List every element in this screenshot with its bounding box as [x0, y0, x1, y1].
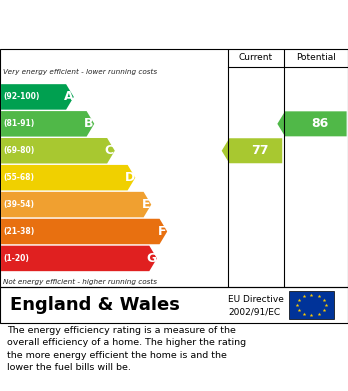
Text: G: G: [147, 252, 157, 265]
Bar: [289, 291, 334, 319]
Polygon shape: [1, 111, 94, 136]
Text: 77: 77: [251, 144, 269, 157]
Text: (21-38): (21-38): [4, 227, 35, 236]
Polygon shape: [1, 246, 157, 271]
Text: Not energy efficient - higher running costs: Not energy efficient - higher running co…: [3, 279, 157, 285]
Polygon shape: [1, 84, 74, 109]
Text: Current: Current: [239, 53, 273, 62]
Text: (69-80): (69-80): [4, 146, 35, 155]
Text: 86: 86: [311, 117, 329, 130]
Polygon shape: [222, 138, 282, 163]
Text: (1-20): (1-20): [4, 254, 30, 263]
Text: A: A: [64, 90, 73, 103]
Text: B: B: [84, 117, 94, 130]
Text: (55-68): (55-68): [4, 173, 35, 182]
Text: The energy efficiency rating is a measure of the
overall efficiency of a home. T: The energy efficiency rating is a measur…: [7, 326, 246, 373]
Text: (39-54): (39-54): [4, 200, 35, 209]
Text: E: E: [142, 198, 150, 211]
Text: EU Directive: EU Directive: [228, 295, 284, 304]
Text: England & Wales: England & Wales: [10, 296, 180, 314]
Text: Energy Efficiency Rating: Energy Efficiency Rating: [9, 17, 230, 32]
Text: F: F: [158, 225, 166, 238]
Polygon shape: [1, 192, 151, 217]
Text: 2002/91/EC: 2002/91/EC: [228, 307, 280, 317]
Polygon shape: [277, 111, 347, 136]
Text: Very energy efficient - lower running costs: Very energy efficient - lower running co…: [3, 69, 157, 75]
Polygon shape: [1, 165, 135, 190]
Text: D: D: [125, 171, 135, 184]
Polygon shape: [1, 138, 115, 163]
Text: Potential: Potential: [296, 53, 336, 62]
Text: C: C: [105, 144, 114, 157]
Text: (81-91): (81-91): [4, 119, 35, 128]
Polygon shape: [1, 219, 167, 244]
Text: (92-100): (92-100): [4, 92, 40, 101]
